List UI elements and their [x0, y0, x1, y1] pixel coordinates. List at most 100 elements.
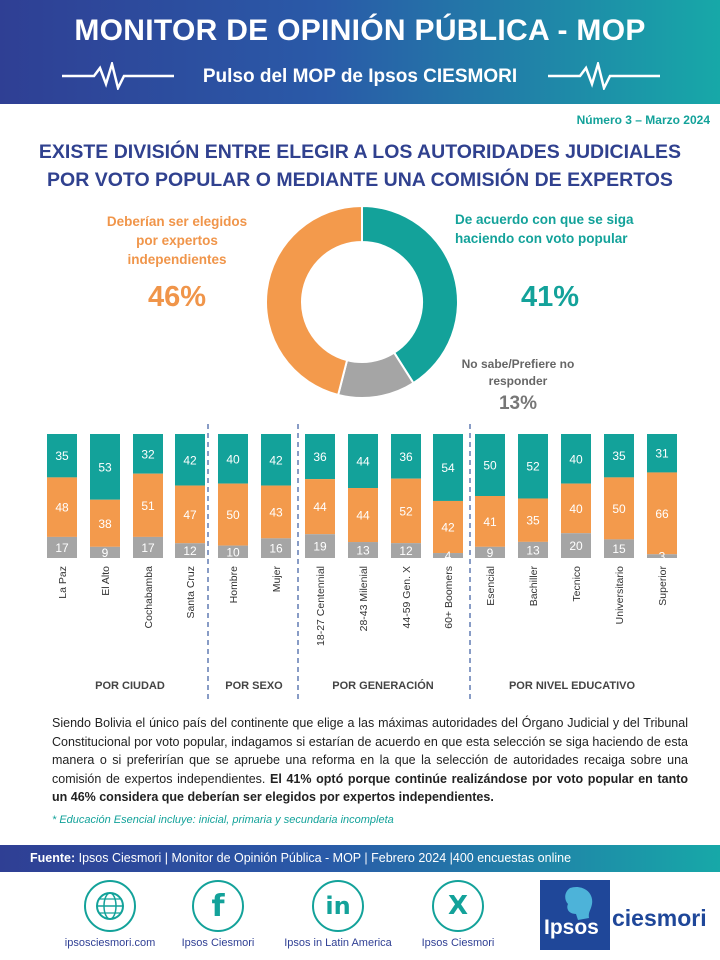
bar-value-label: 13: [356, 544, 370, 558]
logo-word-ciesmori: ciesmori: [612, 905, 707, 931]
donut-slice: [361, 204, 459, 385]
bar-segment-expertos: [90, 499, 120, 547]
bar-segment-expertos: [348, 488, 378, 543]
bar-value-label: 38: [98, 517, 112, 531]
bar-segment-voto-popular: [433, 434, 463, 501]
group-label: POR NIVEL EDUCATIVO: [509, 680, 636, 692]
social-caption[interactable]: ipsosciesmori.com: [64, 937, 156, 949]
social-caption[interactable]: Ipsos in Latin America: [284, 937, 392, 949]
no-answer-percent: 13%: [498, 393, 538, 414]
x-icon[interactable]: X: [432, 880, 484, 932]
bar-segment-voto-popular: [647, 434, 677, 473]
bar-value-label: 40: [569, 452, 583, 466]
bar-segment-voto-popular: [133, 434, 163, 474]
category-label: 44-59 Gen. X: [401, 566, 413, 628]
bar-value-label: 35: [612, 449, 626, 463]
bar-value-label: 13: [526, 543, 540, 557]
social-website[interactable]: ipsosciesmori.com: [40, 880, 180, 949]
bar-segment-voto-popular: [90, 434, 120, 500]
footnote: * Educación Esencial incluye: inicial, p…: [52, 814, 394, 826]
bar-segment-voto-popular: [305, 434, 335, 480]
social-caption[interactable]: Ipsos Ciesmori: [181, 937, 255, 949]
popular-vote-percent: 41%: [520, 281, 580, 313]
group-label: POR SEXO: [225, 680, 283, 692]
bar-value-label: 17: [141, 541, 155, 555]
bar-segment-voto-popular: [348, 434, 378, 489]
bar-segment-expertos: [47, 477, 77, 537]
social-caption[interactable]: Ipsos Ciesmori: [421, 937, 495, 949]
bar-value-label: 40: [569, 502, 583, 516]
body-highlight-text: El 41% optó porque continúe realizándose…: [52, 771, 689, 805]
bar-segment-voto-popular: [175, 434, 205, 486]
social-facebook[interactable]: f Ipsos Ciesmori: [148, 880, 288, 949]
bar-value-label: 66: [655, 507, 669, 521]
head-silhouette-icon: [565, 886, 593, 920]
experts-label: Deberían ser elegidos por expertos indep…: [82, 212, 272, 269]
bar-value-label: 3: [659, 550, 666, 564]
page-subtitle: Pulso del MOP de Ipsos CIESMORI: [202, 66, 518, 87]
source-bar: Fuente: Ipsos Ciesmori | Monitor de Opin…: [0, 845, 720, 872]
bar-segment-voto-popular: [475, 434, 505, 496]
globe-icon[interactable]: [84, 880, 136, 932]
bar-segment-expertos: [561, 483, 591, 534]
bar-value-label: 16: [269, 542, 283, 556]
bar-segment-no-sabe: [133, 536, 163, 558]
bar-value-label: 35: [55, 449, 69, 463]
popular-vote-label: De acuerdo con que se siga haciendo con …: [455, 210, 655, 248]
bar-value-label: 44: [313, 500, 327, 514]
bar-segment-expertos: [604, 477, 634, 540]
bar-value-label: 12: [399, 544, 413, 558]
bar-segment-expertos: [518, 498, 548, 542]
experts-percent: 46%: [147, 281, 207, 313]
bar-segment-no-sabe: [647, 554, 677, 558]
bar-segment-voto-popular: [218, 434, 248, 484]
bar-value-label: 52: [526, 460, 540, 474]
bar-value-label: 44: [356, 509, 370, 523]
bar-value-label: 36: [313, 450, 327, 464]
bar-value-label: 9: [102, 546, 109, 560]
category-label: Superior: [657, 566, 669, 606]
bar-value-label: 31: [655, 447, 669, 461]
bar-value-label: 52: [399, 504, 413, 518]
category-label: Cochabamba: [143, 566, 155, 629]
facebook-icon[interactable]: f: [192, 880, 244, 932]
pulse-line-left-icon: [62, 62, 174, 90]
headline-line-1: EXISTE DIVISIÓN ENTRE ELEGIR A LOS AUTOR…: [38, 141, 682, 163]
bar-value-label: 15: [612, 542, 626, 556]
category-label: Esencial: [485, 566, 497, 606]
stacked-bar-chart: 35 48 17 La Paz 53 38 9 El Alto 32 51 17 Cochabamba…: [47, 424, 677, 702]
bar-segment-voto-popular: [261, 434, 291, 486]
experts-label-line: Deberían ser elegidos: [106, 214, 248, 229]
social-x[interactable]: X Ipsos Ciesmori: [388, 880, 528, 949]
bar-value-label: 42: [441, 521, 455, 535]
linkedin-icon[interactable]: in: [312, 880, 364, 932]
bar-segment-expertos: [391, 478, 421, 544]
bar-segment-expertos: [218, 483, 248, 546]
bar-value-label: 41: [483, 515, 497, 529]
bar-value-label: 42: [269, 453, 283, 467]
headline-line-2: POR VOTO POPULAR O MEDIANTE UNA COMISIÓN…: [47, 169, 673, 191]
bar-value-label: 51: [141, 499, 155, 513]
bar-value-label: 10: [226, 545, 240, 559]
bar-value-label: 54: [441, 461, 455, 475]
logo-word-ipsos: Ipsos: [544, 916, 599, 939]
no-answer-label-line: No sabe/Prefiere no: [461, 357, 575, 371]
social-linkedin[interactable]: in Ipsos in Latin America: [268, 880, 408, 949]
bar-segment-voto-popular: [391, 434, 421, 479]
source-text: Ipsos Ciesmori | Monitor de Opinión Públ…: [78, 851, 572, 865]
bar-segment-expertos: [175, 485, 205, 544]
bar-segment-no-sabe: [261, 538, 291, 558]
bar-value-label: 9: [487, 546, 494, 560]
bar-value-label: 50: [226, 508, 240, 522]
bar-segment-expertos: [475, 496, 505, 547]
bar-segment-no-sabe: [348, 542, 378, 558]
popular-label-line: De acuerdo con que se siga: [455, 212, 634, 227]
bar-segment-no-sabe: [218, 545, 248, 558]
bar-value-label: 32: [141, 447, 155, 461]
category-label: Universitario: [614, 566, 626, 625]
category-label: 28-43 Milenial: [358, 566, 370, 631]
body-main-text: Siendo Bolivia el único país del contine…: [52, 716, 688, 786]
source-label: Fuente:: [30, 851, 76, 865]
bar-value-label: 36: [399, 450, 413, 464]
group-label: POR GENERACIÓN: [332, 679, 434, 692]
